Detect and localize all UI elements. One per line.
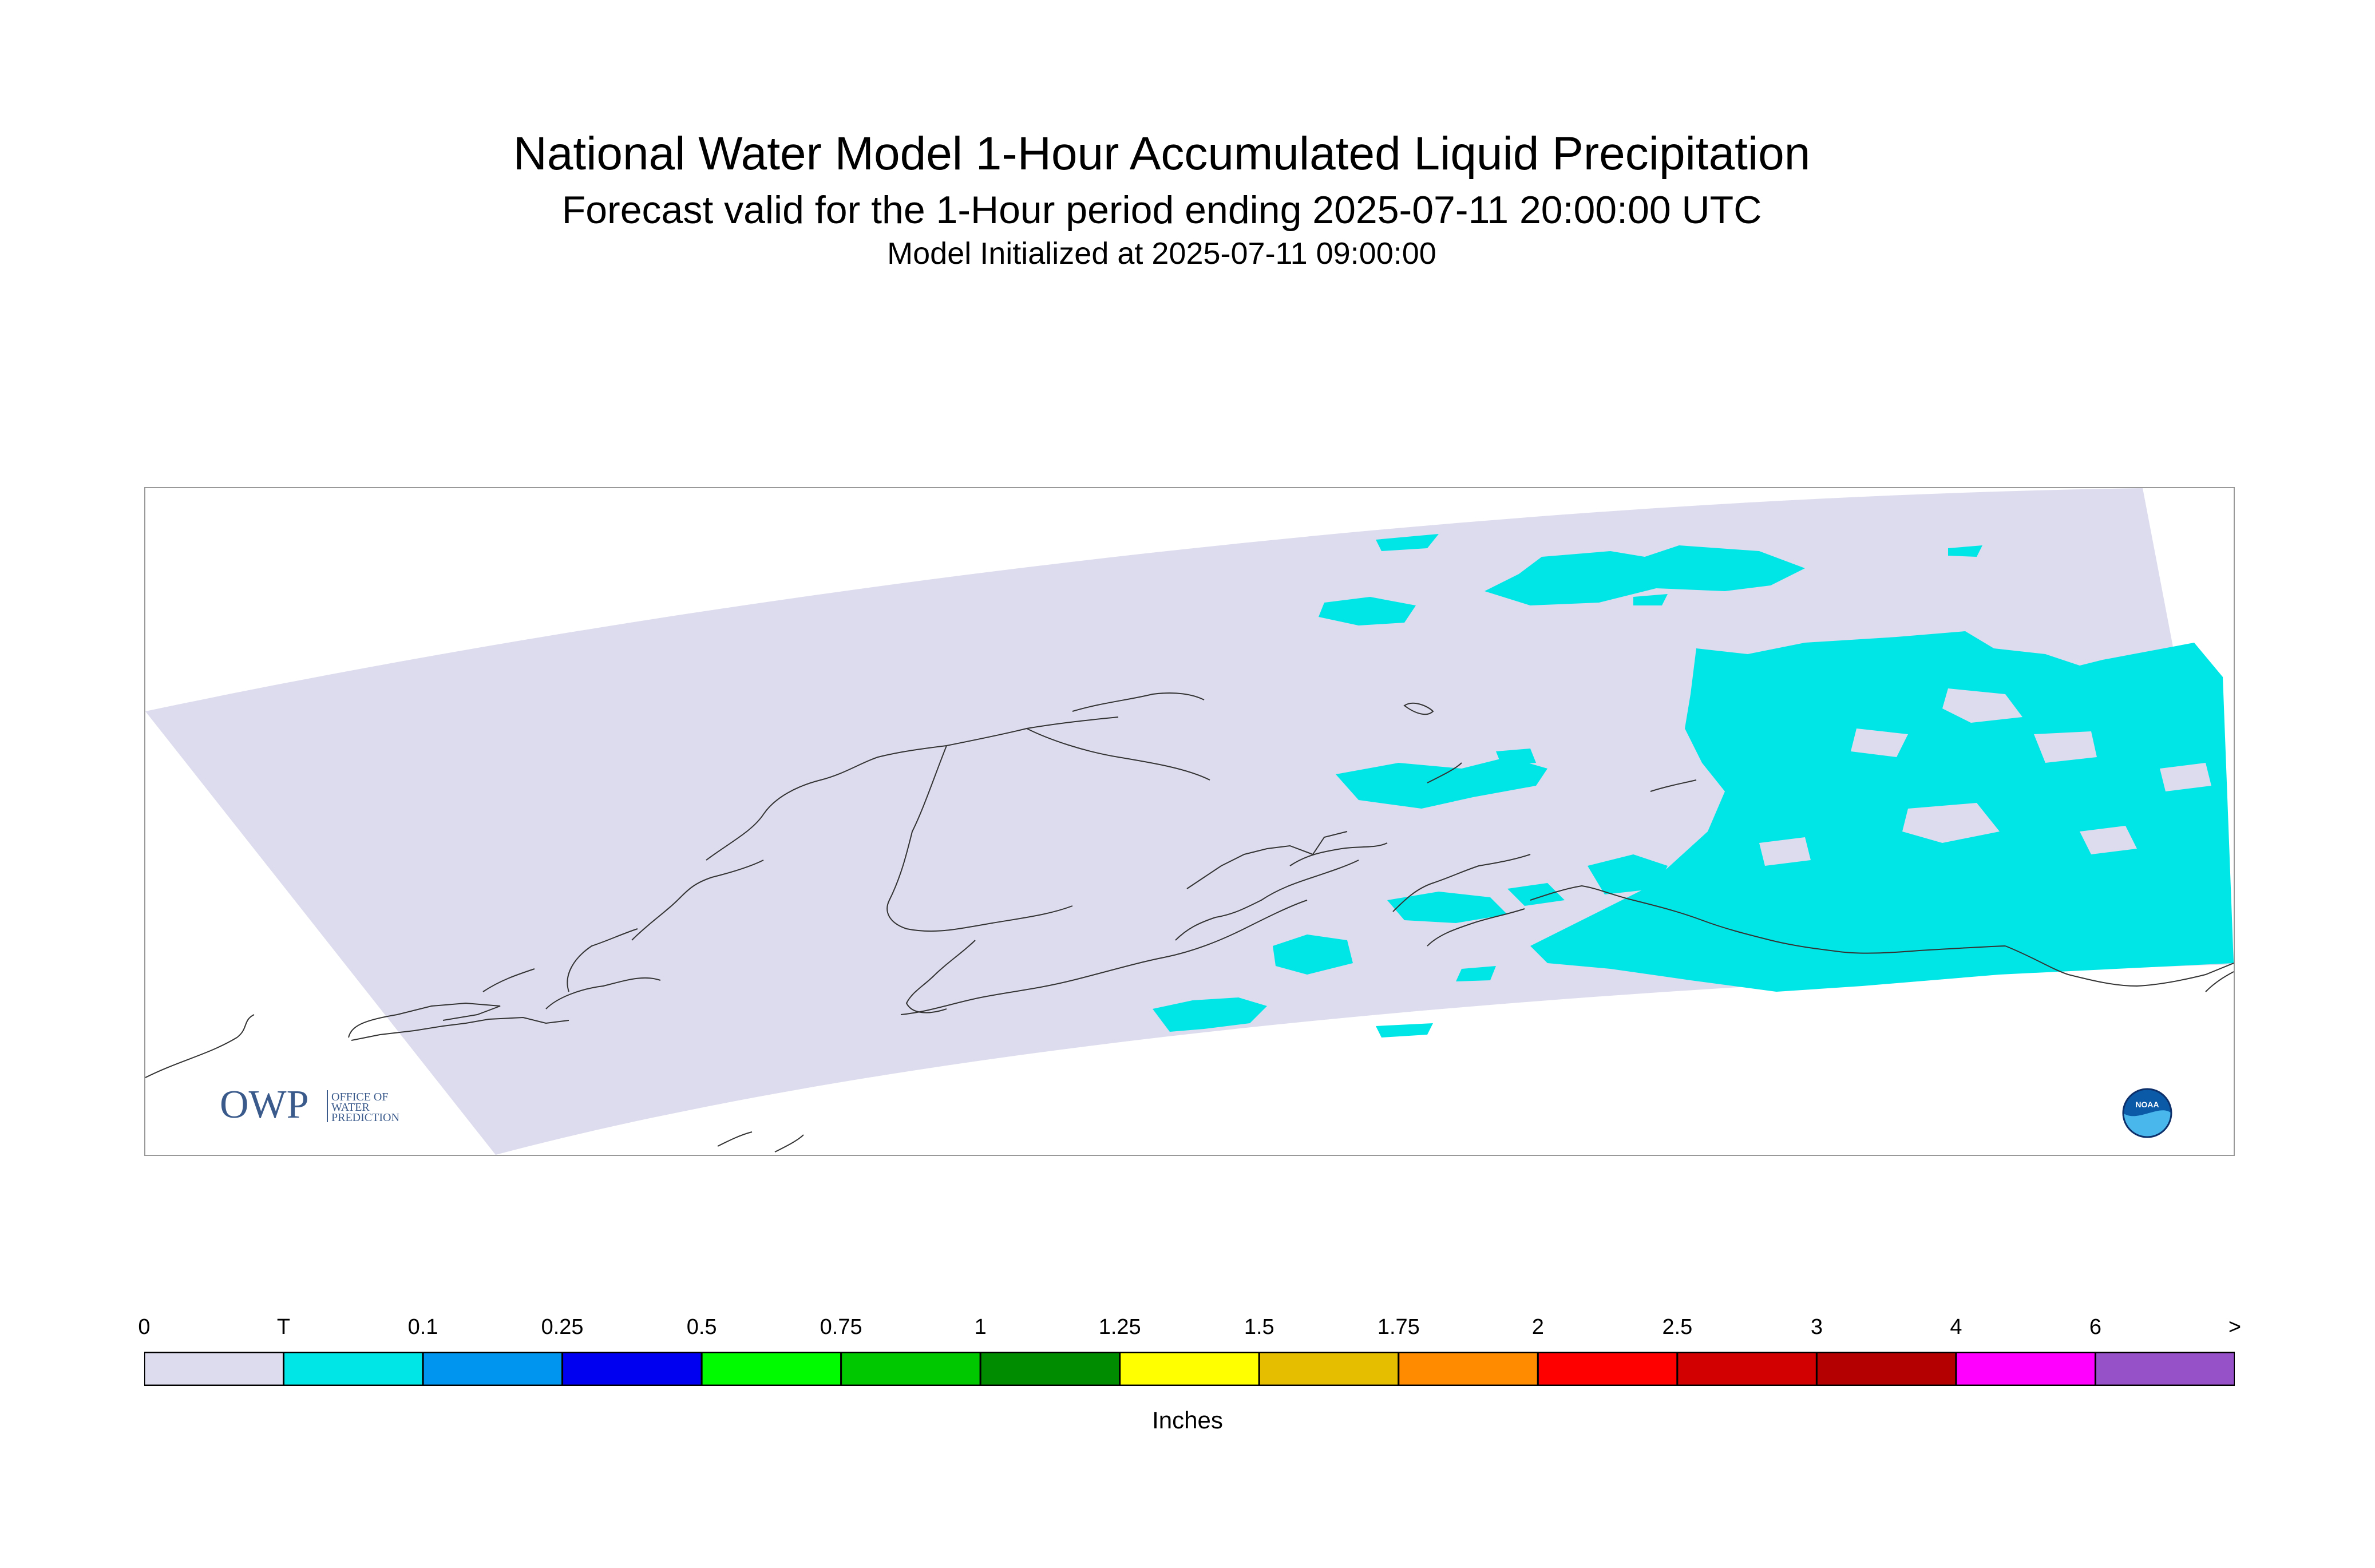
precip-area [1507, 883, 1565, 906]
coastline [900, 900, 1308, 1015]
precip-area [1336, 757, 1547, 809]
coastline [1403, 702, 1434, 715]
map-title: National Water Model 1-Hour Accumulated … [513, 128, 1811, 180]
no-rain-gap [1942, 688, 2022, 723]
legend-label: 1 [974, 1315, 987, 1339]
legend-label: 2.5 [1662, 1315, 1693, 1339]
precip-area [1633, 594, 1668, 605]
coastline [1427, 908, 1525, 947]
no-rain-gap [2160, 763, 2211, 791]
legend-swatch [840, 1352, 981, 1386]
legend-swatch [1119, 1352, 1260, 1386]
owp-logo: OWP OFFICE OF WATER PREDICTION [220, 1083, 399, 1127]
legend-label: 0.75 [820, 1315, 862, 1339]
precip-area [1376, 1023, 1433, 1038]
legend-swatch [2094, 1352, 2235, 1386]
legend-swatch [144, 1352, 285, 1386]
coastline [1186, 831, 1348, 889]
map-canvas: OWP OFFICE OF WATER PREDICTION NOAA [145, 488, 2234, 1155]
noaa-logo-text: NOAA [2135, 1100, 2159, 1109]
legend-swatch [1537, 1352, 1679, 1386]
legend-swatch [1398, 1352, 1539, 1386]
legend-label: 0.1 [407, 1315, 438, 1339]
model-init-time: Model Initialized at 2025-07-11 09:00:00 [887, 236, 1436, 271]
precip-area [1496, 749, 1536, 766]
color-legend [144, 1352, 2235, 1386]
legend-label: > [2228, 1315, 2242, 1339]
legend-label: 0.25 [541, 1315, 584, 1339]
legend-units: Inches [1152, 1407, 1223, 1434]
owp-logo-text: OWP [220, 1083, 309, 1127]
no-rain-gap [1851, 728, 1908, 757]
coastline [1289, 842, 1388, 866]
owp-logo-line3: PREDICTION [331, 1111, 399, 1124]
legend-swatch [283, 1352, 424, 1386]
legend-label: 4 [1950, 1315, 1962, 1339]
legend-label: 1.25 [1098, 1315, 1141, 1339]
legend-label: T [276, 1315, 291, 1339]
legend-label: 0 [138, 1315, 151, 1339]
coastline [1427, 762, 1462, 783]
legend-swatch [1815, 1352, 1957, 1386]
coastline [1650, 779, 1697, 792]
noaa-logo: NOAA [2122, 1088, 2172, 1138]
coastlines [145, 692, 2234, 1153]
legend-label: 1.75 [1377, 1315, 1420, 1339]
coastline [1175, 860, 1359, 941]
legend-label: 6 [2089, 1315, 2102, 1339]
legend-swatch [422, 1352, 564, 1386]
no-rain-gap [1902, 803, 2000, 843]
precip-area [1319, 597, 1416, 625]
coastline [905, 940, 976, 1013]
coastline [1530, 885, 2006, 954]
legend-label: 1.5 [1244, 1315, 1274, 1339]
coastline [717, 1131, 804, 1153]
legend-label: 0.5 [686, 1315, 717, 1339]
map-subtitle: Forecast valid for the 1-Hour period end… [561, 188, 1762, 232]
owp-logo-line1: OFFICE OF [331, 1091, 388, 1103]
legend-label: 3 [1810, 1315, 1823, 1339]
coastline [2005, 945, 2234, 987]
legend-swatch [979, 1352, 1121, 1386]
no-rain-gap [1759, 837, 1811, 866]
legend-swatch [1258, 1352, 1400, 1386]
no-rain-gap [2034, 731, 2097, 763]
legend-swatch [1955, 1352, 2096, 1386]
coastline [545, 977, 661, 1009]
precip-areas [1153, 534, 2234, 1038]
owp-logo-line2: WATER [331, 1101, 370, 1114]
no-rain-gaps [1759, 688, 2211, 866]
coastline [886, 745, 1073, 932]
coastline [145, 1014, 255, 1078]
precip-area [1387, 892, 1507, 923]
legend-swatch [561, 1352, 703, 1386]
coastline [348, 1002, 501, 1038]
coastline [1026, 728, 1210, 781]
legend-label: 2 [1531, 1315, 1544, 1339]
coastline [1392, 854, 1531, 912]
precip-area [1456, 966, 1496, 981]
precip-area [1273, 935, 1353, 975]
coastline [351, 1016, 569, 1041]
precip-area [1948, 545, 1982, 557]
precip-area [1153, 997, 1267, 1032]
precip-area [1588, 854, 1668, 894]
coastline [567, 928, 638, 992]
coastline [631, 860, 764, 941]
coastline [482, 968, 535, 992]
precip-area [1530, 631, 2234, 992]
legend-swatch [700, 1352, 842, 1386]
precip-area [1485, 545, 1805, 605]
coastline [2205, 971, 2234, 992]
precip-area [1376, 534, 1439, 551]
no-rain-gap [2080, 826, 2137, 854]
coastline [1072, 692, 1205, 712]
legend-swatch [1676, 1352, 1818, 1386]
precipitation-map: OWP OFFICE OF WATER PREDICTION NOAA [144, 487, 2235, 1156]
